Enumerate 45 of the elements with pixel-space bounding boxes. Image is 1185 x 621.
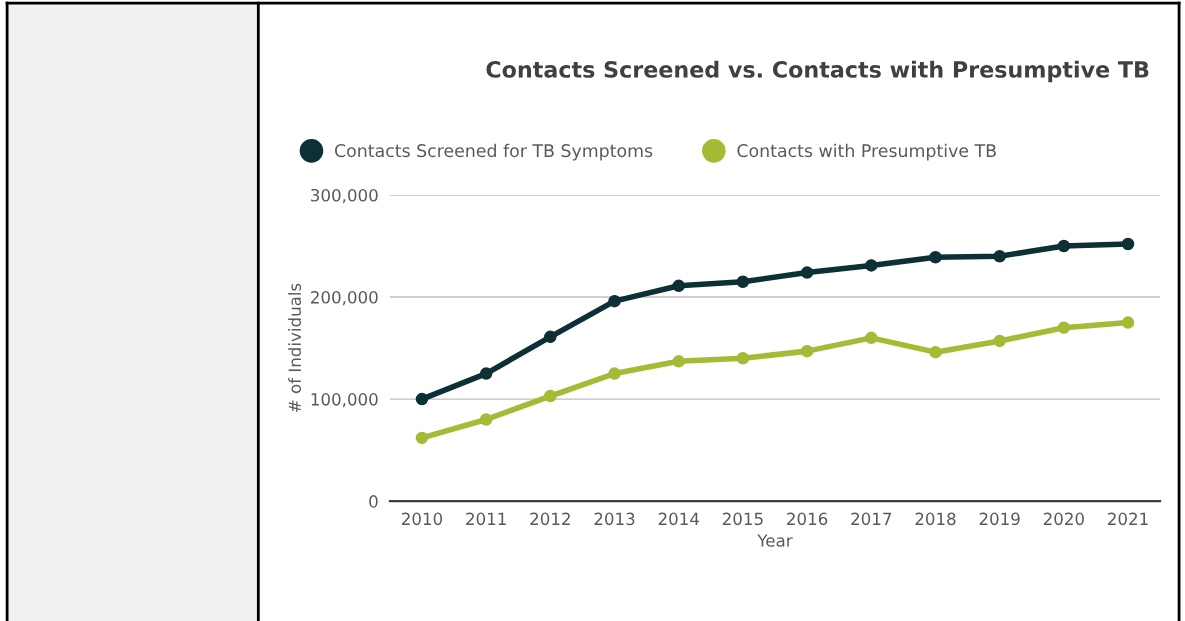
point — [993, 249, 1006, 263]
point — [929, 250, 942, 264]
point — [736, 275, 750, 288]
point — [479, 367, 493, 380]
x-tick-label: 2010 — [401, 512, 443, 526]
point — [800, 266, 814, 279]
point — [865, 259, 878, 272]
point — [544, 389, 557, 403]
y-tick-label: 0 — [369, 495, 378, 508]
point — [865, 331, 878, 345]
point — [415, 392, 429, 406]
x-tick-label: 2014 — [658, 512, 699, 526]
point — [800, 344, 814, 358]
x-tick-label: 2020 — [1043, 512, 1084, 526]
point — [672, 279, 685, 293]
point — [479, 413, 493, 426]
y-tick-label: 200,000 — [311, 291, 378, 306]
x-tick-label: 2017 — [851, 512, 892, 526]
y-tick-label: 300,000 — [311, 188, 378, 204]
legend-label: Contacts with Presumptive TB — [737, 143, 996, 161]
chart-title: Contacts Screened vs. Contacts with Presumptive TB — [486, 60, 1149, 83]
x-tick-label: 2021 — [1108, 512, 1148, 526]
x-tick-label: 2016 — [787, 512, 828, 526]
point — [1121, 237, 1135, 251]
point — [1121, 316, 1135, 329]
x-tick-label: 2011 — [466, 512, 506, 526]
x-tick-label: 2015 — [722, 512, 763, 526]
point — [608, 294, 621, 308]
x-axis-title: Year — [757, 534, 793, 547]
point — [415, 431, 429, 445]
point — [993, 334, 1006, 348]
x-tick-label: 2012 — [530, 512, 570, 526]
point — [929, 345, 942, 359]
y-tick-label: 100,000 — [311, 393, 378, 408]
point — [736, 352, 750, 365]
point — [608, 367, 621, 380]
point — [544, 330, 557, 344]
y-axis-title: # of Individuals — [288, 283, 302, 413]
x-tick-label: 2019 — [979, 512, 1020, 526]
point — [1057, 239, 1071, 253]
legend-label: Contacts Screened for TB Symptoms — [335, 143, 653, 161]
x-tick-label: 2013 — [594, 512, 635, 526]
point — [1057, 321, 1071, 334]
x-tick-label: 2018 — [915, 512, 956, 526]
point — [672, 355, 685, 368]
